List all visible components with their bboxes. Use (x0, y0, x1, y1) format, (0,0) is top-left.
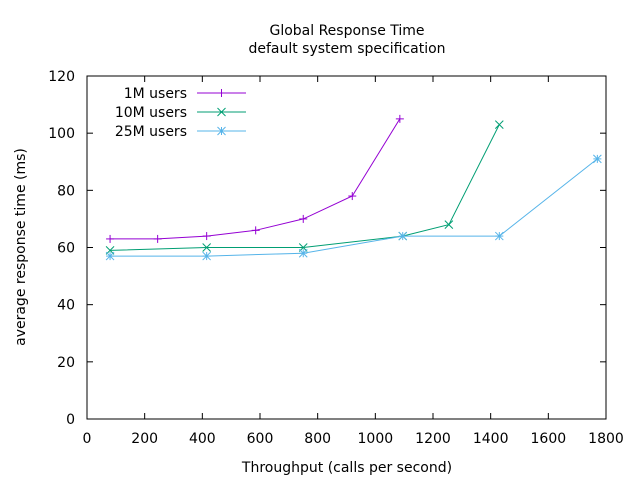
y-tick-label: 100 (48, 126, 75, 142)
y-tick-label: 80 (57, 183, 75, 199)
x-tick-label: 1000 (358, 431, 394, 447)
series-layer (105, 114, 602, 261)
x-tick-label: 400 (189, 431, 216, 447)
legend-entry: 25M users (115, 124, 246, 140)
plot-axes: 0 200 400 600 800 1000 1200 1400 1600 1800 0 20 40 60… (48, 69, 624, 447)
y-tick-label: 60 (57, 241, 75, 257)
legend-label: 10M users (115, 105, 187, 121)
x-tick-label: 1600 (531, 431, 567, 447)
data-point (105, 251, 115, 261)
data-point (395, 114, 404, 123)
series-line (110, 158, 598, 257)
data-point (298, 248, 308, 258)
x-tick-label: 600 (247, 431, 274, 447)
x-tick-label: 1800 (588, 431, 624, 447)
x-tick-label: 0 (83, 431, 92, 447)
data-point (202, 243, 212, 252)
series-1 (106, 114, 404, 243)
y-axis-label: average response time (ms) (13, 148, 29, 346)
legend-entry: 10M users (115, 105, 246, 121)
y-tick-label: 40 (57, 298, 75, 314)
legend-entry: 1M users (124, 86, 246, 102)
x-axis-label: Throughput (calls per second) (241, 460, 452, 476)
y-tick-label: 0 (66, 412, 75, 428)
legend-label: 1M users (124, 86, 187, 102)
y-tick-label: 20 (57, 355, 75, 371)
series-3 (105, 154, 602, 261)
data-point (348, 192, 357, 201)
data-point (106, 234, 115, 243)
data-point (153, 234, 162, 243)
chart-title: Global Response Time (269, 23, 424, 39)
data-point (217, 107, 226, 117)
data-point (202, 251, 212, 261)
data-point (251, 226, 260, 235)
legend-label: 25M users (115, 124, 187, 140)
data-point (592, 154, 602, 164)
x-tick-label: 1200 (415, 431, 451, 447)
series-2 (105, 120, 504, 255)
data-point (494, 120, 504, 129)
x-tick-label: 800 (304, 431, 331, 447)
y-tick-label: 120 (48, 69, 75, 85)
data-point (398, 231, 408, 241)
data-point (202, 232, 211, 241)
x-tick-label: 1400 (473, 431, 509, 447)
chart-subtitle: default system specification (248, 41, 445, 57)
series-line (110, 124, 500, 251)
data-point (217, 89, 226, 97)
legend: 1M users 10M users 25M users (115, 86, 246, 140)
data-point (299, 214, 308, 223)
data-point (217, 126, 226, 136)
data-point (494, 231, 504, 241)
x-tick-label: 200 (131, 431, 158, 447)
data-point (444, 220, 454, 229)
